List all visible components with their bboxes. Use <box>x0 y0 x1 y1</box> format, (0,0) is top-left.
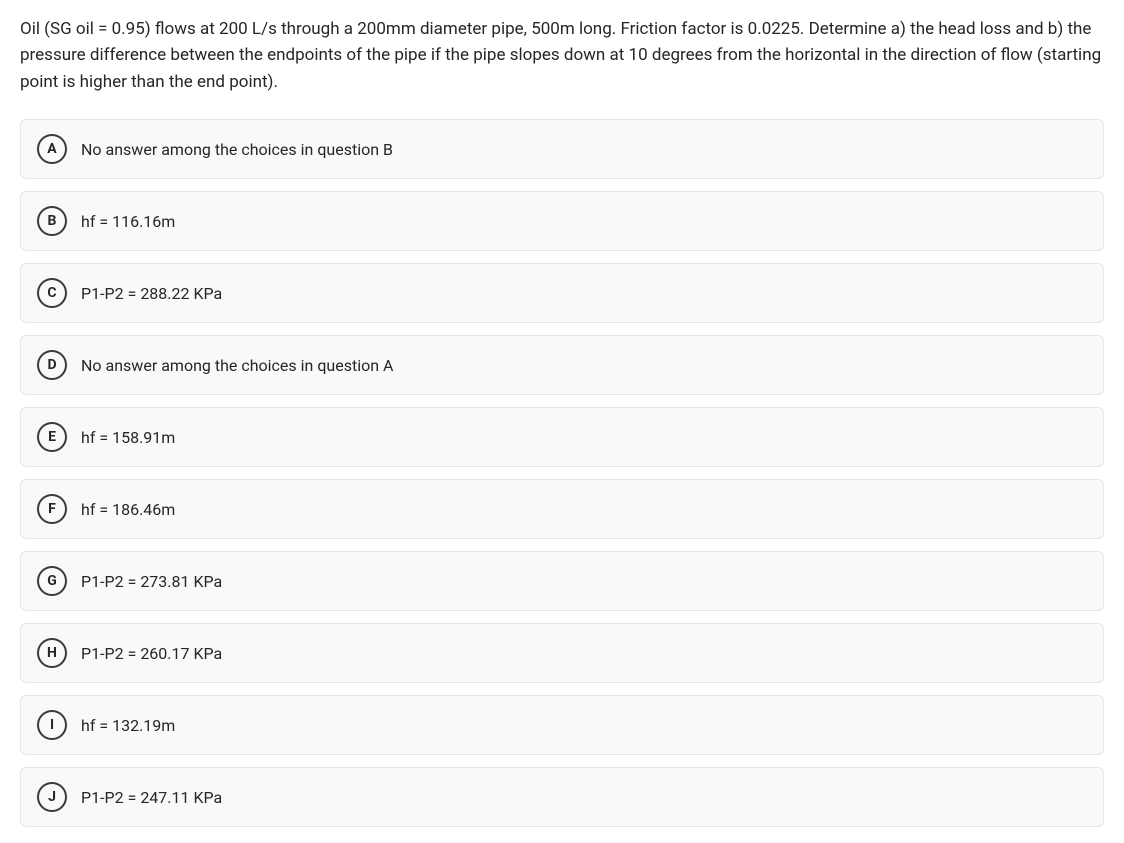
option-letter-j: J <box>37 782 67 812</box>
option-letter-d: D <box>37 350 67 380</box>
option-text-g: P1-P2 = 273.81 KPa <box>81 572 222 591</box>
option-b[interactable]: B hf = 116.16m <box>20 191 1104 251</box>
option-h[interactable]: H P1-P2 = 260.17 KPa <box>20 623 1104 683</box>
option-c[interactable]: C P1-P2 = 288.22 KPa <box>20 263 1104 323</box>
question-text: Oil (SG oil = 0.95) flows at 200 L/s thr… <box>20 16 1104 95</box>
option-text-d: No answer among the choices in question … <box>81 356 393 375</box>
option-letter-a: A <box>37 134 67 164</box>
option-letter-h: H <box>37 638 67 668</box>
option-letter-b: B <box>37 206 67 236</box>
option-letter-e: E <box>37 422 67 452</box>
option-text-f: hf = 186.46m <box>81 500 175 519</box>
option-letter-g: G <box>37 566 67 596</box>
option-text-i: hf = 132.19m <box>81 716 175 735</box>
option-letter-c: C <box>37 278 67 308</box>
options-list: A No answer among the choices in questio… <box>20 119 1104 827</box>
option-g[interactable]: G P1-P2 = 273.81 KPa <box>20 551 1104 611</box>
option-i[interactable]: I hf = 132.19m <box>20 695 1104 755</box>
option-text-j: P1-P2 = 247.11 KPa <box>81 788 222 807</box>
option-text-b: hf = 116.16m <box>81 212 175 231</box>
option-text-c: P1-P2 = 288.22 KPa <box>81 284 222 303</box>
option-e[interactable]: E hf = 158.91m <box>20 407 1104 467</box>
option-letter-f: F <box>37 494 67 524</box>
option-j[interactable]: J P1-P2 = 247.11 KPa <box>20 767 1104 827</box>
option-d[interactable]: D No answer among the choices in questio… <box>20 335 1104 395</box>
option-text-h: P1-P2 = 260.17 KPa <box>81 644 222 663</box>
option-f[interactable]: F hf = 186.46m <box>20 479 1104 539</box>
option-letter-i: I <box>37 710 67 740</box>
option-text-e: hf = 158.91m <box>81 428 175 447</box>
option-a[interactable]: A No answer among the choices in questio… <box>20 119 1104 179</box>
option-text-a: No answer among the choices in question … <box>81 140 393 159</box>
